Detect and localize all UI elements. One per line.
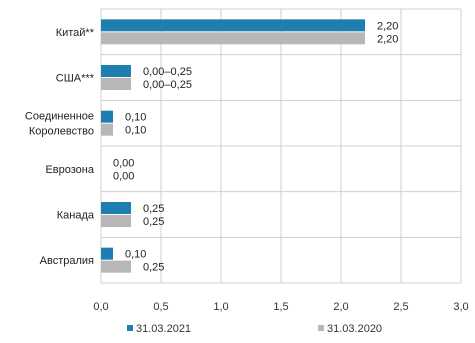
- category-label: Еврозона: [45, 164, 94, 176]
- bar-series-2021: [101, 65, 131, 77]
- data-label: 0,10: [125, 249, 146, 261]
- data-label: 0,00–0,25: [143, 66, 192, 78]
- x-tick-label: 1,0: [213, 301, 228, 313]
- data-label: 0,10: [125, 125, 146, 137]
- bar-series-2020: [101, 123, 113, 136]
- bar-series-2020: [101, 215, 131, 227]
- bar-series-2020: [101, 32, 365, 45]
- x-tick-label: 0,5: [153, 301, 168, 313]
- bar-series-2021: [101, 19, 365, 32]
- data-label: 0,25: [143, 262, 164, 274]
- legend-label: 31.03.2021: [136, 323, 191, 335]
- category-label: Китай**: [56, 27, 95, 39]
- category-label: США***: [56, 73, 95, 85]
- data-label: 0,00–0,25: [143, 79, 192, 91]
- legend-label: 31.03.2020: [327, 323, 382, 335]
- category-label: Канада: [57, 210, 95, 222]
- data-label: 0,00: [113, 170, 134, 182]
- bar-series-2021: [101, 247, 113, 260]
- x-tick-label: 2,0: [333, 301, 348, 313]
- x-tick-label: 2,5: [393, 301, 408, 313]
- x-tick-label: 3,0: [453, 301, 468, 313]
- category-label: Австралия: [40, 255, 94, 267]
- data-label: 0,25: [143, 203, 164, 215]
- category-label: Соединенное: [25, 111, 94, 123]
- x-tick-label: 0,0: [93, 301, 108, 313]
- category-label: Королевство: [29, 126, 94, 138]
- data-label: 0,00: [113, 157, 134, 169]
- data-label: 2,20: [377, 33, 398, 45]
- legend-swatch: [127, 325, 133, 331]
- data-label: 0,25: [143, 216, 164, 228]
- bar-series-2021: [101, 202, 131, 214]
- bar-series-2020: [101, 78, 131, 90]
- x-tick-label: 1,5: [273, 301, 288, 313]
- data-label: 0,10: [125, 112, 146, 124]
- bar-series-2021: [101, 110, 113, 123]
- legend-swatch: [318, 325, 324, 331]
- data-label: 2,20: [377, 20, 398, 32]
- bar-series-2020: [101, 260, 131, 273]
